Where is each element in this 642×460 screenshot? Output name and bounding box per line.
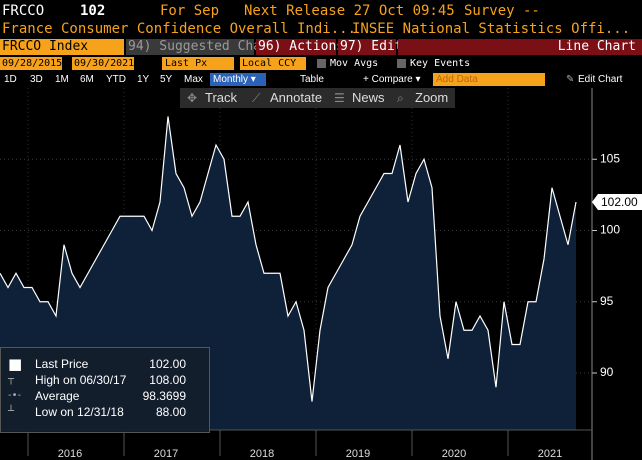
start-date: 09/28/2015 [2, 58, 63, 69]
period: For Sep [160, 3, 220, 19]
end-date-field[interactable] [72, 57, 134, 70]
suggested: 94) Suggested Charts [128, 39, 285, 54]
checkbox[interactable] [317, 59, 326, 68]
legend-label: Last Price [35, 357, 89, 371]
tools-bar [180, 88, 455, 108]
add-data-field[interactable] [433, 73, 545, 86]
range-button[interactable]: 3D [30, 74, 43, 85]
survey: Survey -- [464, 3, 540, 19]
legend-label: High on 06/30/17 [35, 373, 127, 387]
tool-button[interactable]: News [352, 90, 385, 105]
security: FRCCO Index [2, 39, 89, 54]
security-field[interactable] [0, 39, 124, 55]
legend-icon: ■ [8, 355, 23, 373]
next-release: Next Release 27 Oct 09:45 [244, 3, 455, 19]
tool-icon: ☰ [334, 91, 345, 105]
frequency: Monthly ▾ [213, 74, 256, 85]
legend-value: 88.00 [155, 405, 186, 419]
tool-icon: ✥ [187, 91, 198, 105]
legend-icon: ┬ [8, 374, 15, 385]
end-date: 09/30/2021 [74, 58, 135, 69]
tool-button[interactable]: Zoom [415, 90, 449, 105]
range-button[interactable]: YTD [106, 74, 126, 85]
start-date-field[interactable] [0, 57, 62, 70]
range-button[interactable]: 1M [55, 74, 69, 85]
range-button[interactable]: 6M [80, 74, 94, 85]
tool-icon: ⌕ [397, 91, 404, 105]
price: 102 [80, 3, 106, 19]
suggested-button[interactable] [126, 39, 254, 55]
legend-icon: ┴ [8, 406, 15, 417]
x-tick-label: 2020 [442, 448, 466, 460]
checkbox[interactable] [397, 59, 406, 68]
x-tick-label: 2018 [250, 448, 274, 460]
y-tick-label: 90 [600, 365, 614, 379]
edit-icon: ✎ [566, 74, 575, 85]
x-tick-label: 2016 [58, 448, 82, 460]
add-data: Add Data [436, 74, 478, 85]
actions-button[interactable] [256, 39, 336, 55]
last-value-tag [592, 194, 642, 210]
x-tick-label: 2019 [346, 448, 370, 460]
key-events: Key Events [410, 58, 471, 69]
legend [0, 347, 210, 433]
legend-value: 102.00 [149, 357, 186, 371]
legend-value: 108.00 [149, 373, 186, 387]
y-tick-label: 105 [600, 151, 620, 165]
ticker: FRCCO [2, 3, 45, 19]
actions: 96) Actions ▾ [258, 39, 360, 54]
chart-type: Line Chart [557, 39, 636, 54]
last-value-label: 102.00 [601, 195, 638, 209]
x-tick-label: 2017 [154, 448, 178, 460]
range-button[interactable]: 1Y [137, 74, 150, 85]
legend-label: Average [35, 389, 80, 403]
edit-chart[interactable]: Edit Chart [578, 74, 623, 85]
mov-avgs: Mov Avgs [330, 58, 379, 69]
legend-icon: -•- [8, 390, 22, 401]
range-button[interactable]: 5Y [160, 74, 173, 85]
currency: Local CCY [242, 58, 297, 69]
legend-label: Low on 12/31/18 [35, 405, 124, 419]
range-button[interactable]: Max [184, 74, 203, 85]
legend-value: 98.3699 [142, 389, 186, 403]
field: Last Px [165, 58, 208, 69]
tool-button[interactable]: Track [205, 90, 238, 105]
table[interactable]: Table [300, 74, 324, 85]
source: INSEE National Statistics Offi... [352, 21, 631, 37]
field-select[interactable] [162, 57, 234, 70]
y-tick-label: 100 [600, 223, 620, 237]
tool-icon: ⟋ [252, 91, 261, 105]
y-tick-label: 95 [600, 294, 614, 308]
tool-button[interactable]: Annotate [270, 90, 323, 105]
chart-type-bar [398, 39, 642, 55]
compare[interactable]: + Compare ▾ [363, 74, 421, 85]
line [0, 116, 577, 402]
x-tick-label: 2021 [538, 448, 562, 460]
edit-button[interactable] [338, 39, 396, 55]
currency-select[interactable] [240, 57, 306, 70]
frequency-select[interactable] [210, 73, 266, 86]
description: France Consumer Confidence Overall Indi.… [2, 21, 357, 37]
range-button[interactable]: 1D [4, 74, 17, 85]
